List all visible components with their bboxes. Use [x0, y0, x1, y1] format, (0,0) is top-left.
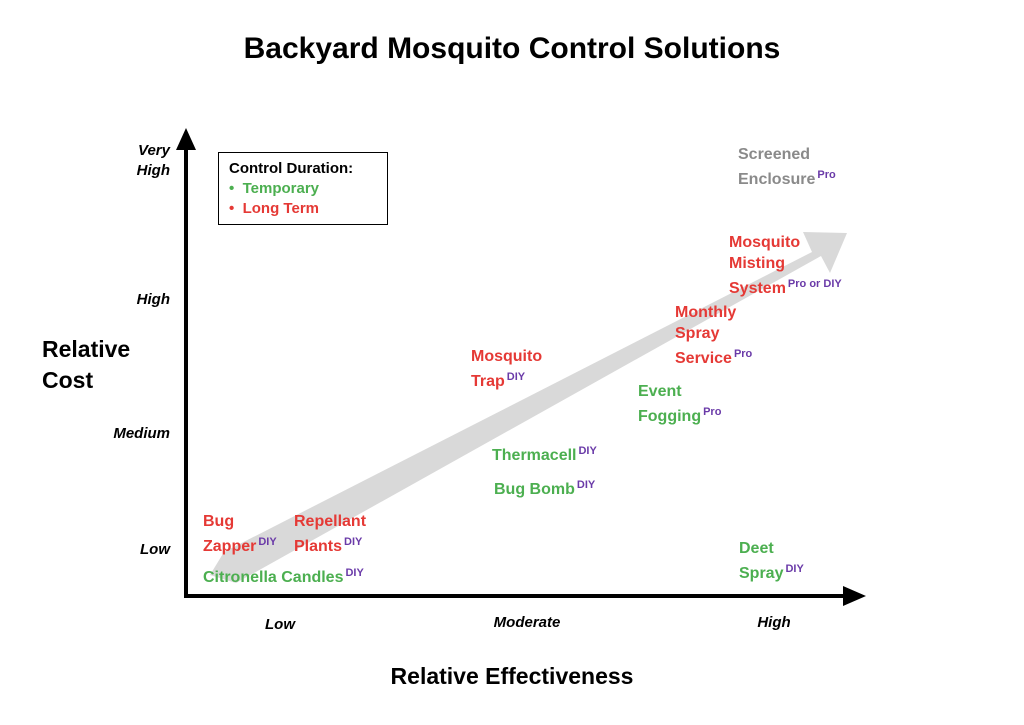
y-axis-arrowhead [176, 128, 196, 150]
item-monthly-spray-line3: Service [675, 350, 732, 367]
y-axis-label: Relative Cost [42, 334, 130, 396]
legend-long-term-label: Long Term [242, 200, 319, 217]
item-repellant-plants-line2: Plants [294, 538, 343, 555]
item-misting-line1: Mosquito [729, 234, 801, 251]
item-mosquito-trap-tag: DIY [506, 371, 526, 383]
item-thermacell-tag: DIY [578, 445, 597, 457]
item-misting-tag: Pro or DIY [787, 278, 842, 290]
item-repellant-plants: Repellant Plants DIY [294, 511, 366, 557]
chart-title: Backyard Mosquito Control Solutions [243, 32, 781, 65]
item-bug-bomb-line1: Bug Bomb [494, 481, 575, 498]
item-event-fogging-line2: Fogging [638, 408, 702, 425]
item-misting-line3: System [729, 280, 786, 297]
item-repellant-plants-tag: DIY [344, 536, 363, 548]
item-deet-tag: DIY [785, 563, 804, 575]
item-monthly-spray-tag: Pro [733, 348, 753, 360]
x-tick-low: Low [265, 616, 295, 633]
item-event-fogging: Event Fogging Pro [638, 381, 721, 427]
y-tick-very-high-line1: Very [138, 142, 170, 159]
y-tick-medium: Medium [113, 425, 170, 442]
legend-item-temporary: • Temporary [229, 179, 377, 199]
item-citronella-candles-tag: DIY [345, 567, 364, 579]
item-screened-line2: Enclosure [738, 171, 816, 188]
item-mosquito-trap: Mosquito Trap DIY [471, 346, 542, 392]
y-tick-high: High [136, 291, 170, 308]
item-screened-tag: Pro [817, 169, 836, 181]
x-axis-label: Relative Effectiveness [390, 663, 634, 689]
legend-bullet-icon: • [229, 200, 235, 217]
item-deet-line1: Deet [739, 540, 774, 557]
item-bug-bomb-tag: DIY [576, 479, 596, 491]
item-misting-line2: Misting [729, 255, 785, 272]
item-monthly-spray-line2: Spray [675, 325, 720, 342]
item-mosquito-trap-line1: Mosquito [471, 348, 543, 365]
item-monthly-spray-service: Monthly Spray Service Pro [675, 302, 752, 369]
y-tick-very-high: Very High [80, 141, 170, 181]
legend-item-long-term: • Long Term [229, 199, 377, 219]
x-tick-moderate: Moderate [493, 614, 561, 631]
y-tick-very-high-line2: High [136, 162, 170, 179]
item-bug-zapper-line1: Bug [203, 513, 235, 530]
x-axis-arrowhead [843, 586, 866, 606]
item-screened-line1: Screened [738, 146, 811, 163]
item-bug-zapper-line2: Zapper [203, 538, 257, 555]
legend: Control Duration: • Temporary • Long Ter… [218, 152, 388, 225]
legend-title: Control Duration: [229, 160, 354, 177]
item-mosquito-misting-system: Mosquito Misting System Pro or DIY [729, 232, 842, 299]
y-axis-label-line1: Relative [42, 336, 131, 362]
item-citronella-candles-line1: Citronella Candles [203, 569, 344, 586]
item-citronella-candles: Citronella Candles DIY [203, 563, 364, 588]
legend-bullet-icon: • [229, 180, 235, 197]
item-deet-spray: Deet Spray DIY [739, 538, 804, 584]
item-screened-enclosure: Screened Enclosure Pro [738, 144, 836, 190]
item-repellant-plants-line1: Repellant [294, 513, 367, 530]
trend-arrow [210, 232, 847, 583]
legend-temporary-label: Temporary [242, 180, 320, 197]
item-mosquito-trap-line2: Trap [471, 373, 505, 390]
item-deet-line2: Spray [739, 565, 784, 582]
item-event-fogging-tag: Pro [703, 406, 722, 418]
item-bug-zapper-tag: DIY [258, 536, 277, 548]
item-thermacell: Thermacell DIY [492, 441, 597, 466]
item-event-fogging-line1: Event [638, 383, 682, 400]
item-bug-bomb: Bug Bomb DIY [494, 475, 595, 500]
item-thermacell-line1: Thermacell [492, 447, 577, 464]
y-tick-low: Low [140, 541, 170, 558]
item-bug-zapper: Bug Zapper DIY [203, 511, 277, 557]
x-tick-high: High [757, 614, 791, 631]
item-monthly-spray-line1: Monthly [675, 304, 737, 321]
y-axis-label-line2: Cost [42, 367, 94, 393]
